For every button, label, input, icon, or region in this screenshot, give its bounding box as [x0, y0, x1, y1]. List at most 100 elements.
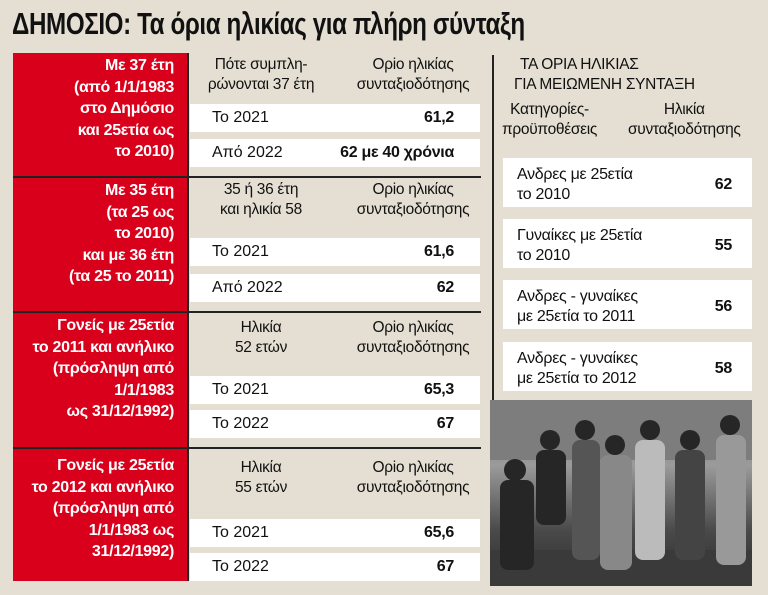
header-line: 52 ετών — [234, 339, 288, 356]
reduced-item-value: 56 — [714, 297, 733, 315]
col1-header: Ηλικία 52 ετών — [196, 318, 326, 358]
block-divider — [13, 447, 481, 449]
row-label: Το 2021 — [212, 524, 269, 541]
category-line: και με 36 έτη — [82, 246, 175, 264]
row-label: Το 2021 — [212, 381, 269, 398]
category-line: (πρόσληψη από — [52, 360, 174, 377]
category-line: ως 31/12/1992) — [66, 403, 175, 420]
header-line: Ηλικία — [663, 101, 705, 118]
header-line: συνταξιοδότησης — [356, 76, 470, 93]
row-value: 62 — [436, 279, 455, 296]
header-line: Ορio ηλικίας — [372, 459, 454, 476]
category-line: και 25ετία ως — [77, 121, 175, 139]
header-line: Πότε συμπλη- — [214, 56, 308, 73]
reduced-item-value: 58 — [714, 359, 733, 377]
header-line: 55 ετών — [234, 479, 288, 496]
table-row: Το 2022 67 — [190, 553, 480, 581]
reduced-item: Ανδρες - γυναίκες με 25ετία το 2011 56 — [503, 280, 752, 329]
header-line: Ηλικία — [240, 319, 282, 336]
row-label: Το 2022 — [212, 415, 269, 432]
category-line: στο Δημόσιο — [80, 100, 174, 117]
row-value: 65,6 — [424, 524, 454, 541]
category-line: Με 37 έτη — [104, 57, 174, 74]
category-line: το 2010) — [114, 143, 175, 160]
label-line: Ανδρες - γυναίκες — [517, 349, 638, 367]
reduced-title-line: ΤΑ ΟΡΙΑ ΗΛΙΚΙΑΣ — [520, 56, 639, 73]
category-line: 31/12/1992) — [91, 543, 174, 560]
label-line: με 25ετία το 2012 — [517, 369, 637, 387]
label-line: Γυναίκες με 25ετία — [517, 226, 643, 244]
category-line: 1/1/1983 — [114, 381, 174, 399]
header-line: 35 ή 36 έτη — [223, 181, 299, 198]
column-divider — [492, 55, 494, 400]
row-value: 67 — [436, 415, 455, 432]
reduced-item-label: Γυναίκες με 25ετία το 2010 — [517, 226, 642, 266]
photo-illustration — [490, 400, 752, 586]
col2-header: Ορio ηλικίας συνταξιοδότησης — [348, 180, 478, 220]
reduced-item: Ανδρες - γυναίκες με 25ετία το 2012 58 — [503, 342, 752, 391]
category-line: το 2012 και ανήλικο — [31, 478, 175, 496]
header-line: προϋποθέσεις — [502, 121, 598, 138]
reduced-item: Ανδρες με 25ετία το 2010 62 — [503, 158, 752, 207]
reduced-item-label: Ανδρες με 25ετία το 2010 — [517, 165, 633, 205]
col1-header: Πότε συμπλη-ρώνονται 37 έτη — [196, 55, 326, 95]
col1-header: 35 ή 36 έτη και ηλικία 58 — [196, 180, 326, 220]
category-cell: Με 35 έτη (τα 25 ως το 2010) και με 36 έτη (… — [13, 178, 188, 311]
category-line: (τα 25 ως — [106, 203, 174, 221]
label-line: το 2010 — [517, 185, 570, 203]
table-row: Από 2022 62 με 40 χρόνια — [190, 139, 480, 167]
row-value: 65,3 — [424, 381, 454, 398]
table-row: Το 2021 61,2 — [190, 104, 480, 132]
col1-header: Ηλικία 55 ετών — [196, 458, 326, 498]
row-value: 61,2 — [424, 109, 454, 126]
header-line: συνταξιοδότησης — [356, 339, 470, 356]
header-line: Ορio ηλικίας — [372, 319, 454, 336]
table-row: Το 2021 61,6 — [190, 238, 480, 266]
category-line: 1/1/1983 ως — [88, 521, 175, 539]
reduced-item: Γυναίκες με 25ετία το 2010 55 — [503, 219, 752, 268]
header-line: συνταξιοδότησης — [356, 201, 470, 218]
block-divider — [13, 176, 481, 178]
row-label: Το 2021 — [212, 243, 269, 260]
header-line: συνταξιοδότησης — [628, 121, 741, 138]
category-cell: Με 37 έτη (από 1/1/1983 στο Δημόσιο και 25ε… — [13, 53, 188, 176]
category-line: το 2011 και ανήλικο — [32, 338, 174, 356]
category-cell: Γονείς με 25ετία το 2011 και ανήλικο (πρόσ… — [13, 313, 188, 447]
reduced-item-value: 62 — [714, 175, 733, 193]
header-line: ρώνονται 37 έτη — [207, 76, 315, 93]
category-line: το 2010) — [114, 225, 175, 242]
header-line: Ηλικία — [240, 459, 282, 476]
header-line: Ορio ηλικίας — [372, 181, 454, 198]
category-divider — [187, 53, 189, 581]
row-label: Από 2022 — [212, 144, 283, 161]
category-line: Γονείς με 25ετία — [57, 317, 174, 334]
row-value: 62 με 40 χρόνια — [340, 144, 454, 161]
category-line: Γονείς με 25ετία — [57, 457, 174, 474]
reduced-col2-header: Ηλικία συνταξιοδότησης — [628, 100, 741, 140]
reduced-title-line: ΓΙΑ ΜΕΙΩΜΕΝΗ ΣΥΝΤΑΞΗ — [514, 76, 695, 93]
page-title: ΔΗΜΟΣΙΟ: Τα όρια ηλικίας για πλήρη σύντα… — [12, 6, 525, 41]
table-row: Από 2022 62 — [190, 274, 480, 302]
row-label: Το 2022 — [212, 558, 269, 575]
reduced-title: ΤΑ ΟΡΙΑ ΗΛΙΚΙΑΣ ΓΙΑ ΜΕΙΩΜΕΝΗ ΣΥΝΤΑΞΗ — [514, 55, 695, 95]
table-row: Το 2022 67 — [190, 410, 480, 438]
category-cell: Γονείς με 25ετία το 2012 και ανήλικο (πρόσ… — [13, 449, 188, 581]
reduced-item-label: Ανδρες - γυναίκες με 25ετία το 2011 — [517, 287, 638, 327]
category-line: Με 35 έτη — [104, 182, 174, 199]
col2-header: Ορio ηλικίας συνταξιοδότησης — [348, 318, 478, 358]
label-line: Ανδρες με 25ετία — [517, 165, 633, 183]
col2-header: Ορio ηλικίας συνταξιοδότησης — [348, 458, 478, 498]
label-line: το 2010 — [517, 246, 570, 264]
table-row: Το 2021 65,6 — [190, 519, 480, 547]
label-line: Ανδρες - γυναίκες — [517, 287, 638, 305]
reduced-item-value: 55 — [714, 236, 733, 254]
header-line: Κατηγορίες- — [510, 101, 589, 118]
pensioners-photo — [490, 400, 752, 586]
row-value: 61,6 — [424, 243, 454, 260]
reduced-item-label: Ανδρες - γυναίκες με 25ετία το 2012 — [517, 349, 638, 389]
col2-header: Ορio ηλικίας συνταξιοδότησης — [348, 55, 478, 95]
header-line: συνταξιοδότησης — [356, 479, 470, 496]
category-line: (πρόσληψη από — [52, 500, 174, 517]
category-line: (από 1/1/1983 — [73, 78, 174, 96]
category-line: (τα 25 το 2011) — [68, 268, 174, 285]
